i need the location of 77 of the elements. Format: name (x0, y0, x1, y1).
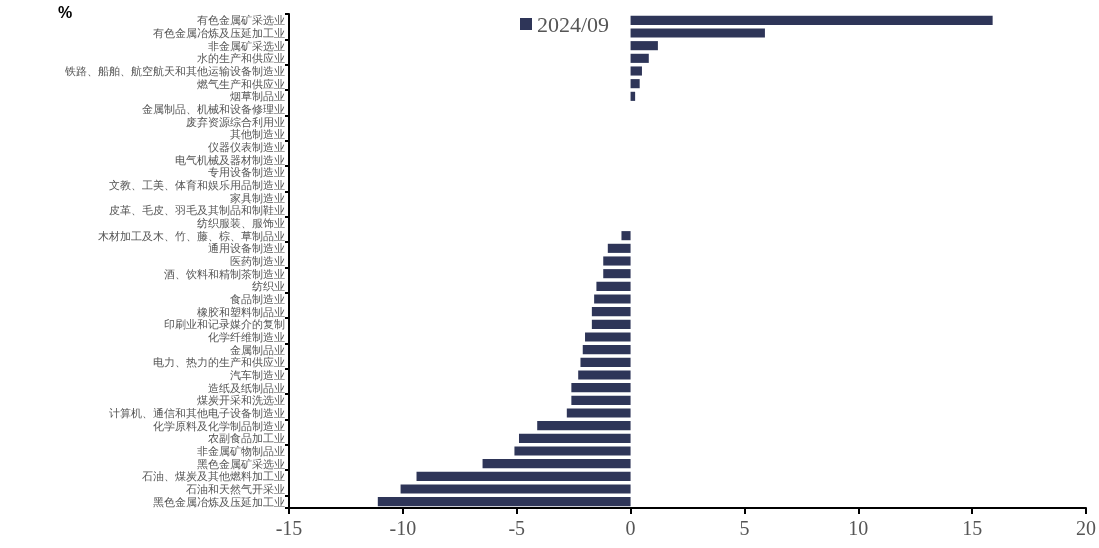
y-tick-label: 计算机、通信和其他电子设备制造业 (109, 407, 285, 419)
y-tick-label: 通用设备制造业 (208, 242, 285, 255)
y-tick-label: 化学原料及化学制品制造业 (153, 419, 285, 432)
bar (603, 269, 631, 279)
y-tick-label: 专用设备制造业 (208, 166, 285, 179)
y-tick-label: 木材加工及木、竹、藤、棕、草制品业 (98, 229, 285, 242)
y-tick-label: 黑色金属矿采选业 (197, 457, 285, 470)
bar (482, 459, 631, 469)
y-tick-label: 铁路、船舶、航空航天和其他运输设备制造业 (64, 65, 285, 77)
bar (630, 15, 993, 25)
y-tick-label: 化学纤维制造业 (208, 331, 285, 343)
y-tick-label: 汽车制造业 (230, 369, 285, 381)
x-tick-label: -15 (275, 517, 303, 539)
y-tick-label: 酒、饮料和精制茶制造业 (164, 267, 285, 280)
y-tick-label: 水的生产和供应业 (197, 52, 285, 65)
y-tick-label: 电气机械及器材制造业 (175, 153, 285, 166)
bar (416, 471, 631, 481)
bar (630, 28, 765, 38)
bar (566, 408, 631, 418)
y-axis-title: % (58, 3, 73, 21)
bar (603, 256, 631, 266)
bar (630, 66, 642, 76)
x-tick-label: -10 (389, 517, 417, 539)
x-tick-label: 5 (739, 517, 750, 539)
y-tick-label: 印刷业和记录媒介的复制 (164, 318, 285, 331)
bar (630, 53, 649, 63)
bar (630, 41, 658, 51)
bar (514, 446, 631, 456)
y-tick-label: 食品制造业 (230, 293, 285, 305)
bar (518, 433, 631, 443)
x-tick-label: 0 (625, 517, 636, 539)
y-tick-label: 石油、煤炭及其他燃料加工业 (142, 470, 285, 483)
y-tick-label: 家具制造业 (230, 191, 285, 204)
bar (585, 332, 631, 342)
y-tick-label: 仪器仪表制造业 (208, 141, 285, 153)
x-tick-label: 15 (962, 517, 983, 539)
x-tick-label: -5 (508, 517, 526, 539)
y-tick-label: 废弃资源综合利用业 (186, 115, 285, 128)
y-tick-label: 非金属矿物制品业 (197, 445, 285, 457)
y-tick-label: 有色金属冶炼及压延加工业 (153, 27, 285, 39)
y-tick-label: 其他制造业 (230, 128, 285, 141)
y-tick-label: 纺织业 (252, 280, 285, 293)
y-tick-label: 有色金属矿采选业 (197, 14, 285, 27)
bar (571, 383, 631, 393)
y-tick-label: 非金属矿采选业 (208, 39, 285, 52)
y-tick-label: 造纸及纸制品业 (208, 381, 285, 394)
bar (537, 421, 631, 431)
y-tick-label: 烟草制品业 (230, 90, 285, 103)
bar (578, 370, 631, 380)
bar (607, 243, 631, 253)
y-tick-label: 石油和天然气开采业 (186, 483, 285, 495)
y-tick-label: 橡胶和塑料制品业 (197, 305, 285, 318)
y-tick-label: 燃气生产和供应业 (197, 77, 285, 90)
bar (630, 79, 640, 89)
bar (621, 231, 631, 241)
y-tick-label: 电力、热力的生产和供应业 (153, 356, 285, 369)
legend-label: 2024/09 (537, 11, 610, 37)
y-tick-label: 黑色金属冶炼及压延加工业 (153, 495, 285, 508)
bar (582, 345, 631, 355)
bar (596, 281, 631, 291)
bar (591, 319, 631, 329)
y-tick-label: 煤炭开采和洗选业 (197, 394, 285, 407)
y-tick-label: 纺织服装、服饰业 (197, 217, 285, 229)
y-tick-label: 文教、工美、体育和娱乐用品制造业 (109, 179, 285, 191)
bar (400, 484, 631, 494)
bar (594, 294, 631, 304)
x-tick-label: 20 (1076, 517, 1096, 539)
bar (571, 395, 631, 405)
bar (377, 497, 631, 507)
bar (591, 307, 631, 317)
y-tick-label: 金属制品业 (230, 343, 285, 356)
y-tick-label: 金属制品、机械和设备修理业 (142, 103, 285, 115)
y-tick-label: 皮革、毛皮、羽毛及其制品和制鞋业 (109, 204, 285, 217)
y-tick-label: 农副食品加工业 (208, 432, 285, 445)
x-tick-label: 10 (848, 517, 869, 539)
bar (580, 357, 631, 367)
y-tick-label: 医药制造业 (230, 255, 285, 267)
